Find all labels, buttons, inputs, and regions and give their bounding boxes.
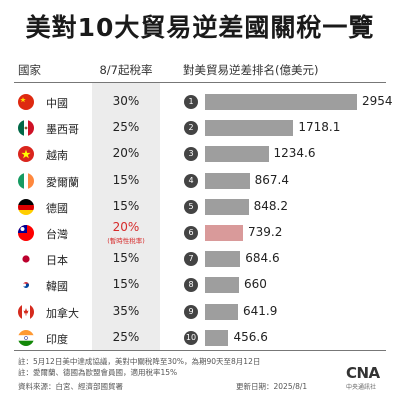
rank-badge: 4: [184, 173, 198, 188]
tariff-rate: 20%: [112, 146, 140, 161]
chart-row: 台灣 20% (暫時性稅率) 6 739.2: [0, 220, 400, 246]
chart-row: 韓國 15% 8 660: [0, 272, 400, 298]
country-label: 中國: [46, 97, 68, 110]
bar: [205, 303, 239, 320]
rank-badge: 3: [184, 147, 198, 162]
value-label: 660: [243, 277, 267, 292]
chart-title: 美對10大貿易逆差國關稅一覽: [25, 13, 375, 42]
china-flag-icon: [18, 94, 34, 110]
country-label: 德國: [46, 201, 68, 215]
country-label: 加拿大: [46, 306, 79, 320]
rank-badge: 1: [184, 95, 198, 109]
footnote: 註：5月12日美中達成協議，美對中關稅降至30%，為期90天至8月12日: [18, 357, 261, 366]
germany-flag-icon: [18, 198, 34, 215]
tariff-rate: 15%: [112, 198, 140, 213]
rank-badge: 5: [184, 199, 198, 214]
country-label: 墨西哥: [46, 123, 79, 137]
bottom-divider: [14, 350, 386, 351]
japan-flag-icon: [18, 251, 34, 268]
header-deficit: 對美貿易逆差排名(億美元): [183, 63, 319, 77]
country-label: 日本: [46, 254, 68, 268]
chart-row: 加拿大 35% 9 641.9: [0, 299, 400, 325]
value-label: 848.2: [253, 198, 288, 213]
tariff-column-background: [92, 83, 160, 350]
country-label: 越南: [46, 149, 68, 163]
chart-row: 印度 25% 10 456.6: [0, 325, 400, 351]
value-label: 684.6: [245, 251, 280, 266]
rank-badge: 2: [184, 121, 198, 136]
chart-row: 墨西哥 25% 2 1718.1: [0, 115, 400, 141]
tariff-rate: 20%: [112, 220, 140, 234]
source-text: 資料來源：白宮、經濟部國貿署: [18, 382, 123, 391]
value-label: 2954: [362, 94, 393, 108]
rank-badge: 6: [184, 226, 198, 240]
taiwan-flag-icon: [18, 225, 34, 241]
cna-logo-subtitle: 中央通訊社: [346, 384, 377, 391]
footnote: 註：愛爾蘭、德國為歐盟會員國，適用稅率15%: [18, 368, 178, 377]
tariff-rate: 15%: [112, 277, 140, 292]
updated-date: 更新日期：2025/8/1: [236, 382, 308, 391]
bar: [205, 172, 250, 189]
header-tariff: 8/7起稅率: [99, 63, 153, 77]
vietnam-flag-icon: [18, 146, 34, 163]
top-divider: [14, 82, 386, 83]
korea-flag-icon: [18, 277, 34, 294]
chart-row: 中國 30% 1 2954: [0, 89, 400, 115]
rank-badge: 7: [184, 252, 198, 267]
bar: [205, 120, 294, 137]
tariff-rate: 25%: [112, 329, 140, 344]
bar: [205, 225, 244, 241]
country-label: 台灣: [46, 228, 68, 241]
tariff-rate: 35%: [112, 303, 140, 318]
bar: [205, 94, 357, 110]
mexico-flag-icon: [18, 120, 34, 137]
value-label: 867.4: [254, 172, 289, 187]
rank-badge: 10: [184, 330, 198, 345]
india-flag-icon: [18, 329, 34, 346]
chart-row: 日本 15% 7 684.6: [0, 246, 400, 272]
bar: [205, 251, 241, 268]
tariff-rate: 15%: [112, 251, 140, 266]
value-label: 1234.6: [273, 146, 316, 161]
chart-row: 愛爾蘭 15% 4 867.4: [0, 168, 400, 194]
footnotes: 註：5月12日美中達成協議，美對中關稅降至30%，為期90天至8月12日 註：愛…: [18, 356, 260, 378]
value-label: 739.2: [248, 225, 283, 239]
country-label: 愛爾蘭: [46, 175, 79, 189]
value-label: 456.6: [233, 329, 268, 344]
chart-row: 德國 15% 5 848.2: [0, 194, 400, 220]
cna-logo: CNA: [346, 364, 380, 382]
country-label: 印度: [46, 332, 68, 346]
value-label: 1718.1: [298, 120, 341, 135]
canada-flag-icon: [18, 303, 34, 320]
bar: [205, 198, 249, 215]
bar: [205, 277, 239, 294]
value-label: 641.9: [243, 303, 278, 318]
bar: [205, 146, 269, 163]
header-country: 國家: [18, 63, 41, 77]
tariff-rate: 15%: [112, 172, 140, 187]
bar: [205, 329, 229, 346]
country-label: 韓國: [46, 280, 68, 294]
rank-badge: 9: [184, 304, 198, 319]
tariff-rate: 30%: [112, 94, 140, 108]
tariff-rate: 25%: [112, 120, 140, 135]
chart-row: 越南 20% 3 1234.6: [0, 141, 400, 167]
ireland-flag-icon: [18, 172, 34, 189]
tariff-note: (暫時性稅率): [107, 237, 145, 245]
rank-badge: 8: [184, 278, 198, 293]
